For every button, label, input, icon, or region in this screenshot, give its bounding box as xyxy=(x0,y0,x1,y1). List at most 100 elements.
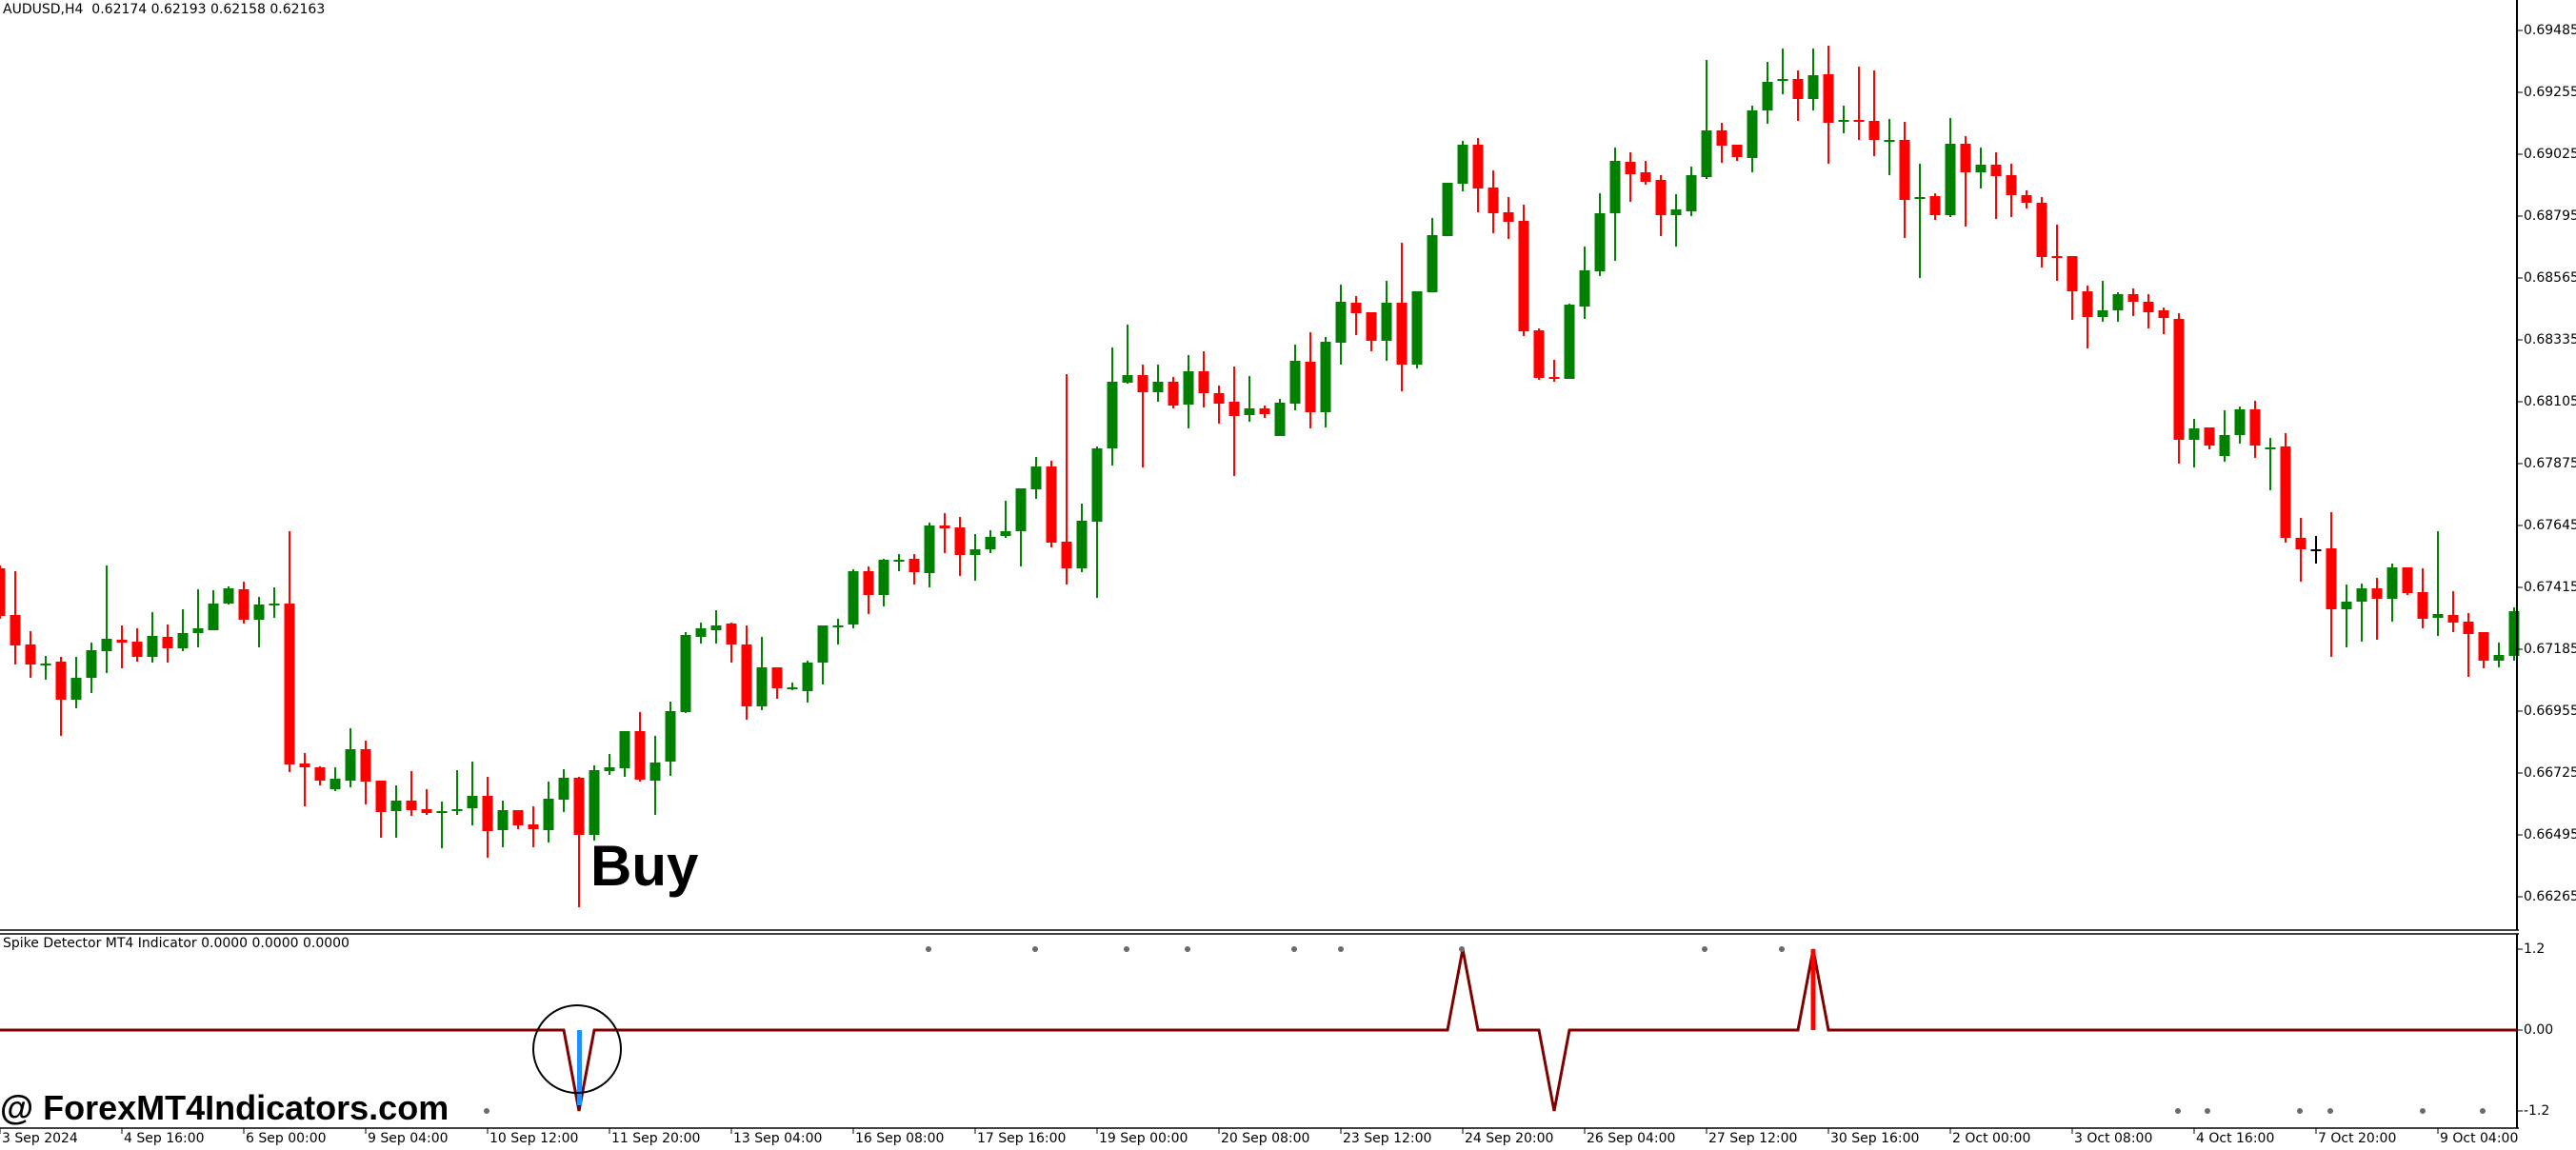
candle xyxy=(787,683,798,690)
candle xyxy=(1442,183,1453,236)
candle xyxy=(2402,567,2413,595)
candle xyxy=(1533,328,1545,380)
candle xyxy=(2508,607,2520,661)
candle xyxy=(1640,161,1651,185)
sell-spike-bar xyxy=(1810,949,1816,1030)
time-axis-label: 26 Sep 04:00 xyxy=(1587,1131,1676,1146)
candle xyxy=(954,517,966,576)
candle xyxy=(710,610,722,644)
indicator-axis-label: -1.2 xyxy=(2524,1103,2550,1119)
price-axis-label: 0.67415 xyxy=(2524,580,2576,595)
candle xyxy=(101,565,112,673)
candle xyxy=(1381,281,1392,361)
candle xyxy=(2067,256,2078,320)
candle xyxy=(1579,247,1590,319)
candle xyxy=(2356,584,2367,642)
candle xyxy=(360,741,371,804)
candle xyxy=(1823,46,1834,164)
candle xyxy=(1274,399,1286,436)
candle xyxy=(1716,123,1727,163)
candle xyxy=(314,766,326,785)
candle xyxy=(2051,225,2063,281)
candle xyxy=(2188,419,2200,467)
candle xyxy=(2265,438,2276,490)
candle xyxy=(1168,377,1179,408)
signal-dot xyxy=(1032,946,1038,952)
price-axis-label: 0.69025 xyxy=(2524,147,2576,162)
candle xyxy=(1213,386,1225,424)
candle xyxy=(1396,243,1408,391)
candle xyxy=(878,559,889,606)
price-axis-label: 0.69255 xyxy=(2524,85,2576,100)
time-axis-label: 16 Sep 08:00 xyxy=(855,1131,945,1146)
price-axis-label: 0.66495 xyxy=(2524,827,2576,843)
candle xyxy=(1548,360,1560,382)
candle xyxy=(284,531,295,772)
candle xyxy=(2158,307,2169,334)
candle xyxy=(269,587,280,618)
candle xyxy=(223,586,234,605)
candle xyxy=(1686,167,1697,216)
candle xyxy=(528,806,539,847)
candle xyxy=(86,643,97,693)
candle xyxy=(2127,288,2139,316)
candle xyxy=(1305,332,1316,428)
candle xyxy=(634,712,646,782)
time-axis-label: 13 Sep 04:00 xyxy=(733,1131,823,1146)
time-axis-label: 6 Sep 00:00 xyxy=(246,1131,327,1146)
chart-symbol-title: AUDUSD,H4 0.62174 0.62193 0.62158 0.6216… xyxy=(3,2,326,17)
time-axis-label: 4 Sep 16:00 xyxy=(124,1131,205,1146)
candle xyxy=(192,589,204,647)
candle xyxy=(116,625,128,668)
candle xyxy=(832,619,844,644)
candle xyxy=(2204,427,2215,449)
candle xyxy=(2082,286,2093,348)
signal-dot xyxy=(1291,946,1297,952)
candle xyxy=(1000,501,1011,538)
candle xyxy=(1945,118,1956,217)
candle xyxy=(2280,433,2291,543)
candle xyxy=(665,702,676,776)
candle xyxy=(25,631,36,678)
candle xyxy=(1289,345,1301,410)
candle xyxy=(253,597,265,647)
candle xyxy=(1152,365,1164,402)
candle xyxy=(1914,164,1926,278)
price-axis-label: 0.67185 xyxy=(2524,642,2576,657)
time-axis-label: 2 Oct 00:00 xyxy=(1952,1131,2031,1146)
candle xyxy=(543,782,554,843)
candle xyxy=(512,810,524,829)
candle xyxy=(2447,591,2459,632)
candle xyxy=(2478,632,2489,668)
candle xyxy=(802,661,813,703)
candle xyxy=(2295,518,2306,582)
candle xyxy=(1411,291,1423,368)
signal-dot xyxy=(1459,946,1465,952)
candle xyxy=(1137,365,1148,467)
indicator-axis-label: 1.2 xyxy=(2524,942,2546,957)
candle xyxy=(924,523,935,587)
candle xyxy=(1594,193,1606,276)
candle xyxy=(1046,461,1057,547)
candle xyxy=(893,554,905,571)
time-axis-label: 11 Sep 20:00 xyxy=(611,1131,701,1146)
candle xyxy=(1091,446,1103,598)
signal-dot xyxy=(2175,1108,2181,1114)
candle xyxy=(1427,218,1438,292)
candle xyxy=(848,569,859,628)
candle xyxy=(771,667,783,699)
candle xyxy=(1975,148,1987,188)
candle xyxy=(2021,190,2032,208)
signal-dot xyxy=(1338,946,1344,952)
buy-signal-circle xyxy=(532,1004,622,1094)
candle xyxy=(1564,304,1575,379)
candle xyxy=(619,731,630,777)
candle xyxy=(345,728,356,787)
candle xyxy=(1183,355,1194,428)
candle xyxy=(604,754,615,775)
candle xyxy=(2463,613,2474,677)
price-axis-label: 0.67875 xyxy=(2524,456,2576,471)
candle xyxy=(2371,578,2383,640)
time-axis-label: 3 Oct 08:00 xyxy=(2074,1131,2153,1146)
